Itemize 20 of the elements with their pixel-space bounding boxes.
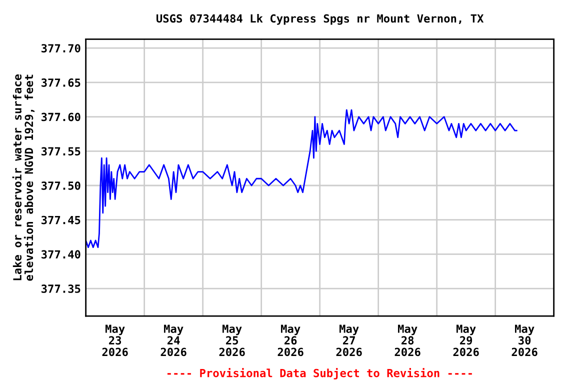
y-axis-title: Lake or reservoir water surface elevation above NGVD 1929, feet bbox=[12, 74, 35, 281]
y-tick-label: 377.50 bbox=[42, 181, 80, 190]
x-tick-label: May 30 2026 bbox=[512, 324, 538, 356]
y-tick-label: 377.45 bbox=[42, 216, 80, 224]
x-tick-label: May 25 2026 bbox=[219, 324, 245, 356]
y-tick-label: 377.55 bbox=[42, 147, 80, 156]
x-tick-label: May 28 2026 bbox=[394, 324, 420, 356]
x-tick-label: May 24 2026 bbox=[160, 324, 186, 356]
x-tick-label: May 23 2026 bbox=[102, 324, 128, 356]
y-tick-label: 377.65 bbox=[42, 78, 80, 87]
y-tick-label: 377.70 bbox=[42, 44, 80, 52]
x-tick-label: May 26 2026 bbox=[278, 324, 304, 356]
line-series bbox=[86, 109, 518, 248]
text: ---- Provisional Data Subject to Revision ---- bbox=[167, 368, 472, 380]
y-tick-label: 377.60 bbox=[42, 112, 80, 122]
y-tick-label: 377.40 bbox=[42, 250, 80, 259]
y-tick-label: 377.35 bbox=[42, 284, 80, 293]
x-tick-label: May 29 2026 bbox=[453, 324, 479, 356]
x-tick-label: May 27 2026 bbox=[336, 324, 362, 356]
chart-title: USGS 07344484 Lk Cypress Spgs nr Mount Vernon, TX bbox=[156, 14, 484, 25]
